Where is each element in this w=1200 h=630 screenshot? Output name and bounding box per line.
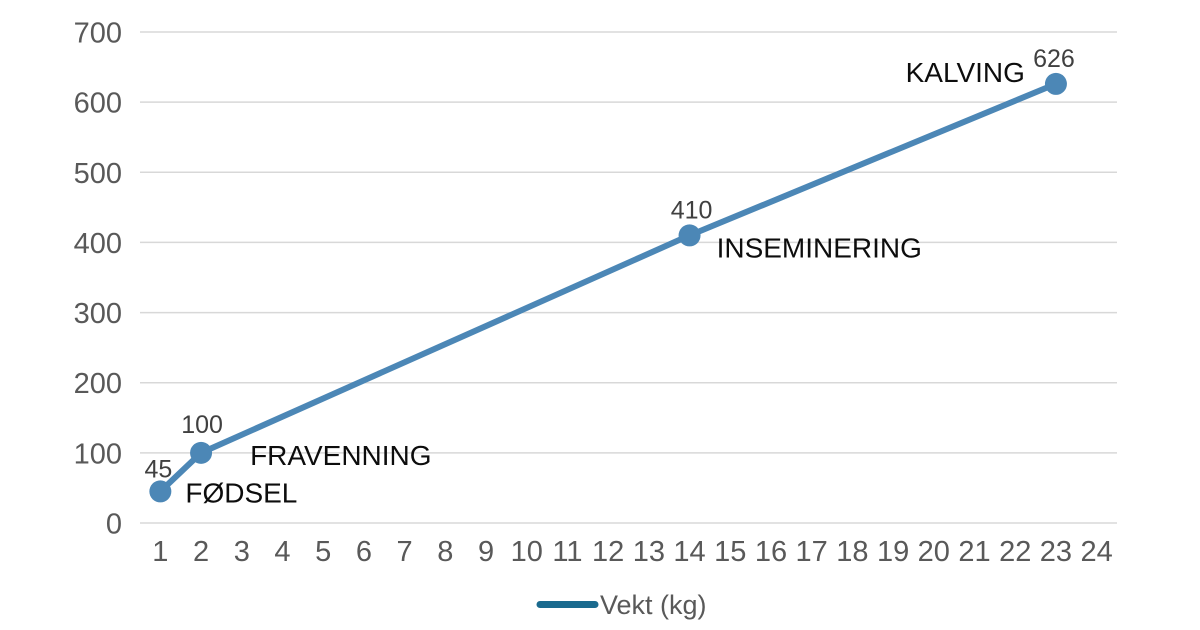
- x-axis-tick-label: 16: [755, 536, 787, 568]
- event-label: FØDSEL: [185, 477, 297, 508]
- x-axis-tick-label: 19: [877, 536, 909, 568]
- legend-label: Vekt (kg): [600, 590, 707, 620]
- weight-line: [157, 80, 1059, 495]
- x-axis-tick-label: 18: [836, 536, 868, 568]
- legend: Vekt (kg): [536, 590, 707, 620]
- point-value-label: 410: [671, 196, 713, 224]
- x-axis-tick-label: 1: [152, 536, 168, 568]
- y-axis-tick-label: 200: [74, 368, 122, 400]
- data-point-month-23: [1044, 72, 1067, 95]
- x-axis-tick-label: 2: [193, 536, 209, 568]
- x-axis-labels: 1 2 3 4 5 6 7 8 9 10 11 12 13 14 15 16 17 18 19 20 21 22 23 24: [152, 536, 1112, 568]
- y-axis-tick-label: 0: [106, 509, 122, 541]
- event-label: FRAVENNING: [250, 440, 432, 471]
- value-labels: 45 100 410 626: [144, 45, 1074, 484]
- x-axis-tick-label: 24: [1081, 536, 1113, 568]
- x-axis-tick-label: 3: [234, 536, 250, 568]
- x-axis-tick-label: 15: [714, 536, 746, 568]
- x-axis-tick-label: 22: [999, 536, 1031, 568]
- x-axis-tick-label: 7: [397, 536, 413, 568]
- y-axis-tick-label: 400: [74, 228, 122, 260]
- event-annotations: FØDSEL FRAVENNING INSEMINERING KALVING: [185, 57, 1025, 509]
- x-axis-tick-label: 12: [592, 536, 624, 568]
- data-point-month-14: [678, 224, 701, 247]
- gridlines: [140, 31, 1117, 524]
- x-axis-tick-label: 5: [315, 536, 331, 568]
- point-value-label: 100: [181, 411, 223, 439]
- x-axis-tick-label: 13: [633, 536, 665, 568]
- x-axis-tick-label: 21: [958, 536, 990, 568]
- x-axis-tick-label: 4: [274, 536, 290, 568]
- data-point-month-2: [190, 441, 213, 464]
- y-axis-tick-label: 500: [74, 158, 122, 190]
- point-value-label: 626: [1033, 45, 1075, 73]
- data-point-month-1: [149, 480, 172, 503]
- data-points: [149, 72, 1067, 503]
- y-axis-tick-label: 300: [74, 298, 122, 330]
- x-axis-tick-label: 10: [511, 536, 543, 568]
- x-axis-tick-label: 23: [1040, 536, 1072, 568]
- y-axis-tick-label: 100: [74, 438, 122, 470]
- event-label: KALVING: [906, 57, 1025, 88]
- x-axis-tick-label: 14: [673, 536, 705, 568]
- x-axis-tick-label: 20: [918, 536, 950, 568]
- x-axis-tick-label: 6: [356, 536, 372, 568]
- event-label: INSEMINERING: [717, 232, 922, 263]
- x-axis-tick-label: 9: [478, 536, 494, 568]
- y-axis-tick-label: 600: [74, 88, 122, 120]
- x-axis-tick-label: 8: [437, 536, 453, 568]
- y-axis-labels: 0 100 200 300 400 500 600 700: [74, 18, 122, 541]
- y-axis-tick-label: 700: [74, 18, 122, 50]
- point-value-label: 45: [144, 455, 172, 483]
- x-axis-tick-label: 17: [796, 536, 828, 568]
- x-axis-tick-label: 11: [552, 536, 582, 568]
